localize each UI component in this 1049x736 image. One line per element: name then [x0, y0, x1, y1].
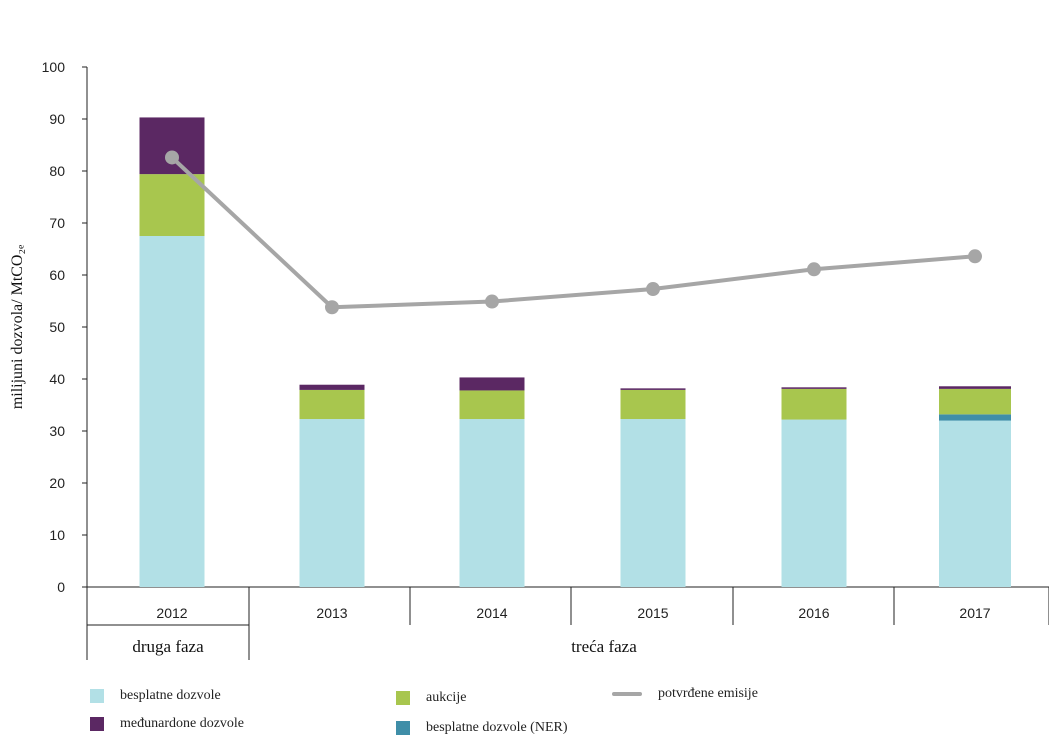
- y-tick-label: 70: [49, 215, 65, 231]
- bar-segment: [620, 419, 686, 587]
- y-tick-label: 20: [49, 475, 65, 491]
- emissions-line: [170, 156, 976, 310]
- bar-segment: [781, 419, 847, 587]
- bar-segment: [620, 388, 686, 390]
- emissions-point: [485, 294, 499, 309]
- y-tick-label: 60: [49, 267, 65, 283]
- bar-segment: [139, 117, 205, 175]
- x-tick-label: 2013: [316, 605, 347, 621]
- y-tick-label: 10: [49, 527, 65, 543]
- x-tick-label: 2016: [798, 605, 829, 621]
- bar-segment: [781, 388, 847, 420]
- bar-segment: [299, 389, 365, 420]
- bar-segment: [939, 414, 1011, 421]
- emissions-point: [646, 282, 660, 297]
- emissions-point: [807, 262, 821, 277]
- y-tick-label: 100: [42, 59, 66, 75]
- bar-segment: [459, 377, 525, 391]
- bar-segment: [939, 420, 1011, 587]
- y-tick-label: 30: [49, 423, 65, 439]
- phase-label: treća faza: [571, 637, 637, 656]
- bars-layer: [139, 117, 1011, 587]
- bar-segment: [781, 387, 847, 389]
- bar-segment: [139, 174, 205, 236]
- x-tick-label: 2012: [156, 605, 187, 621]
- x-tick-label: 2014: [476, 605, 507, 621]
- bar-segment: [620, 389, 686, 420]
- emissions-line-layer: [165, 150, 982, 315]
- labels-layer: 0 10 20 30 40 50 60 70 80 90 100 milijuni dozvola/ …: [9, 59, 991, 656]
- bar-segment: [939, 386, 1011, 389]
- bar-segment: [299, 384, 365, 390]
- phase-label: druga faza: [132, 637, 204, 656]
- x-tick-label: 2017: [959, 605, 990, 621]
- y-tick-label: 40: [49, 371, 65, 387]
- y-tick-label: 80: [49, 163, 65, 179]
- bar-segment: [459, 390, 525, 420]
- bar-segment: [299, 419, 365, 587]
- bar-segment: [459, 419, 525, 587]
- x-tick-label: 2015: [637, 605, 668, 621]
- y-axis-label: milijuni dozvola/ MtCO₂ₑ: [9, 245, 26, 409]
- y-tick-label: 50: [49, 319, 65, 335]
- emissions-point: [325, 300, 339, 315]
- bar-segment: [939, 388, 1011, 415]
- emissions-point: [165, 150, 179, 165]
- y-tick-label: 90: [49, 111, 65, 127]
- emissions-point: [968, 249, 982, 264]
- axes-layer: [82, 66, 1049, 660]
- y-tick-label: 0: [57, 579, 65, 595]
- bar-segment: [139, 236, 205, 587]
